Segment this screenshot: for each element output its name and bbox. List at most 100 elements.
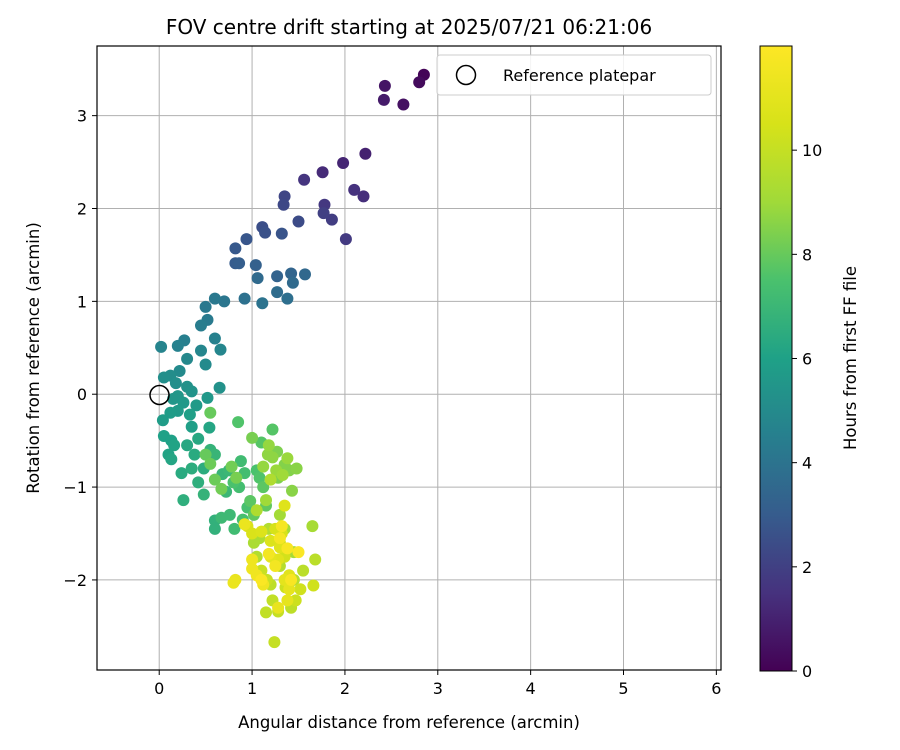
scatter-point xyxy=(229,242,242,255)
gridlines xyxy=(97,46,721,670)
scatter-point xyxy=(233,257,246,270)
scatter-point xyxy=(181,352,194,365)
colorbar-tick-label: 10 xyxy=(802,141,822,160)
scatter-point xyxy=(316,166,329,179)
scatter-point xyxy=(246,553,259,566)
scatter-point xyxy=(164,406,177,419)
scatter-point xyxy=(192,476,205,489)
scatter-point xyxy=(214,343,227,356)
scatter-point xyxy=(262,547,275,560)
scatter-point xyxy=(251,272,264,285)
scatter-point xyxy=(268,636,281,649)
scatter-point xyxy=(337,157,350,169)
scatter-point xyxy=(171,339,184,352)
scatter-point xyxy=(223,508,236,521)
scatter-point xyxy=(199,448,212,461)
chart-title: FOV centre drift starting at 2025/07/21 … xyxy=(166,15,652,39)
scatter-point xyxy=(246,431,259,444)
colorbar-label: Hours from first FF file xyxy=(841,266,860,450)
scatter-point xyxy=(195,344,207,357)
scatter-point xyxy=(277,198,290,211)
scatter-point xyxy=(208,292,221,305)
scatter-point xyxy=(167,392,180,405)
scatter-point xyxy=(195,319,207,332)
scatter-point xyxy=(181,439,194,452)
legend-marker-reference xyxy=(455,64,477,86)
scatter-point xyxy=(253,471,266,484)
scatter-point xyxy=(208,473,221,486)
scatter-point xyxy=(377,93,390,106)
scatter-point xyxy=(266,423,279,436)
scatter-point xyxy=(234,455,247,468)
scatter-point xyxy=(306,520,319,533)
scatter-point xyxy=(262,439,275,452)
scatter-point xyxy=(276,469,289,481)
x-tick-label: 4 xyxy=(526,679,536,698)
scatter-points xyxy=(155,68,430,649)
scatter-point xyxy=(155,340,168,353)
colorbar-gradient xyxy=(759,45,793,672)
scatter-point xyxy=(215,482,228,495)
colorbar-ticks: 0 2 4 6 8 10 xyxy=(792,141,822,681)
scatter-point xyxy=(238,292,251,305)
legend-entry-reference-platepar: Reference platepar xyxy=(503,66,656,85)
scatter-point xyxy=(185,420,198,433)
colorbar-tick-label: 4 xyxy=(802,454,812,473)
scatter-point xyxy=(156,414,169,427)
plot-frame xyxy=(96,45,722,671)
scatter-point xyxy=(299,268,311,281)
x-tick-label: 6 xyxy=(711,679,721,698)
x-axis-label: Angular distance from reference (arcmin) xyxy=(238,713,580,732)
scatter-point xyxy=(317,207,330,220)
scatter-point xyxy=(232,416,245,429)
scatter-point xyxy=(165,453,178,466)
scatter-point xyxy=(208,522,221,535)
scatter-point xyxy=(238,518,251,531)
scatter-point xyxy=(272,601,285,614)
scatter-point xyxy=(259,226,272,239)
scatter-point xyxy=(278,499,291,512)
scatter-point xyxy=(260,606,272,619)
legend: Reference platepar xyxy=(436,54,712,96)
scatter-point xyxy=(199,358,212,371)
scatter-point xyxy=(197,488,210,501)
scatter-point xyxy=(249,259,262,272)
scatter-point xyxy=(283,583,296,596)
reference-point xyxy=(149,384,170,406)
x-tick-label: 5 xyxy=(618,679,628,698)
scatter-point xyxy=(309,553,322,566)
scatter-point xyxy=(325,213,338,226)
scatter-point xyxy=(218,295,231,308)
scatter-point xyxy=(264,473,277,486)
scatter-point xyxy=(185,385,198,398)
scatter-point xyxy=(286,484,298,497)
scatter-point xyxy=(175,467,188,480)
scatter-point xyxy=(204,457,217,470)
colorbar-tick-label: 0 xyxy=(802,662,812,681)
scatter-point xyxy=(213,381,226,394)
x-tick-label: 0 xyxy=(154,679,164,698)
legend-box xyxy=(436,54,712,96)
scatter-point xyxy=(273,532,286,545)
x-tick-label: 2 xyxy=(340,679,350,698)
scatter-point xyxy=(208,448,221,461)
scatter-point xyxy=(256,297,269,310)
scatter-point xyxy=(157,371,170,384)
scatter-point xyxy=(250,504,263,517)
scatter-point xyxy=(199,300,212,313)
scatter-point xyxy=(204,406,217,419)
scatter-point xyxy=(413,76,426,89)
scatter-point xyxy=(281,292,294,305)
scatter-point xyxy=(203,421,216,434)
y-tick-label: 2 xyxy=(77,200,87,219)
scatter-point xyxy=(286,276,299,289)
scatter-point xyxy=(271,286,284,299)
scatter-point xyxy=(298,173,311,186)
y-tick-label: 1 xyxy=(77,292,87,311)
scatter-point xyxy=(294,583,307,596)
colorbar: 0 2 4 6 8 10 Hours from first FF file xyxy=(759,45,860,681)
scatter-point xyxy=(269,560,282,572)
scatter-point xyxy=(297,564,310,577)
scatter-point xyxy=(397,98,410,111)
